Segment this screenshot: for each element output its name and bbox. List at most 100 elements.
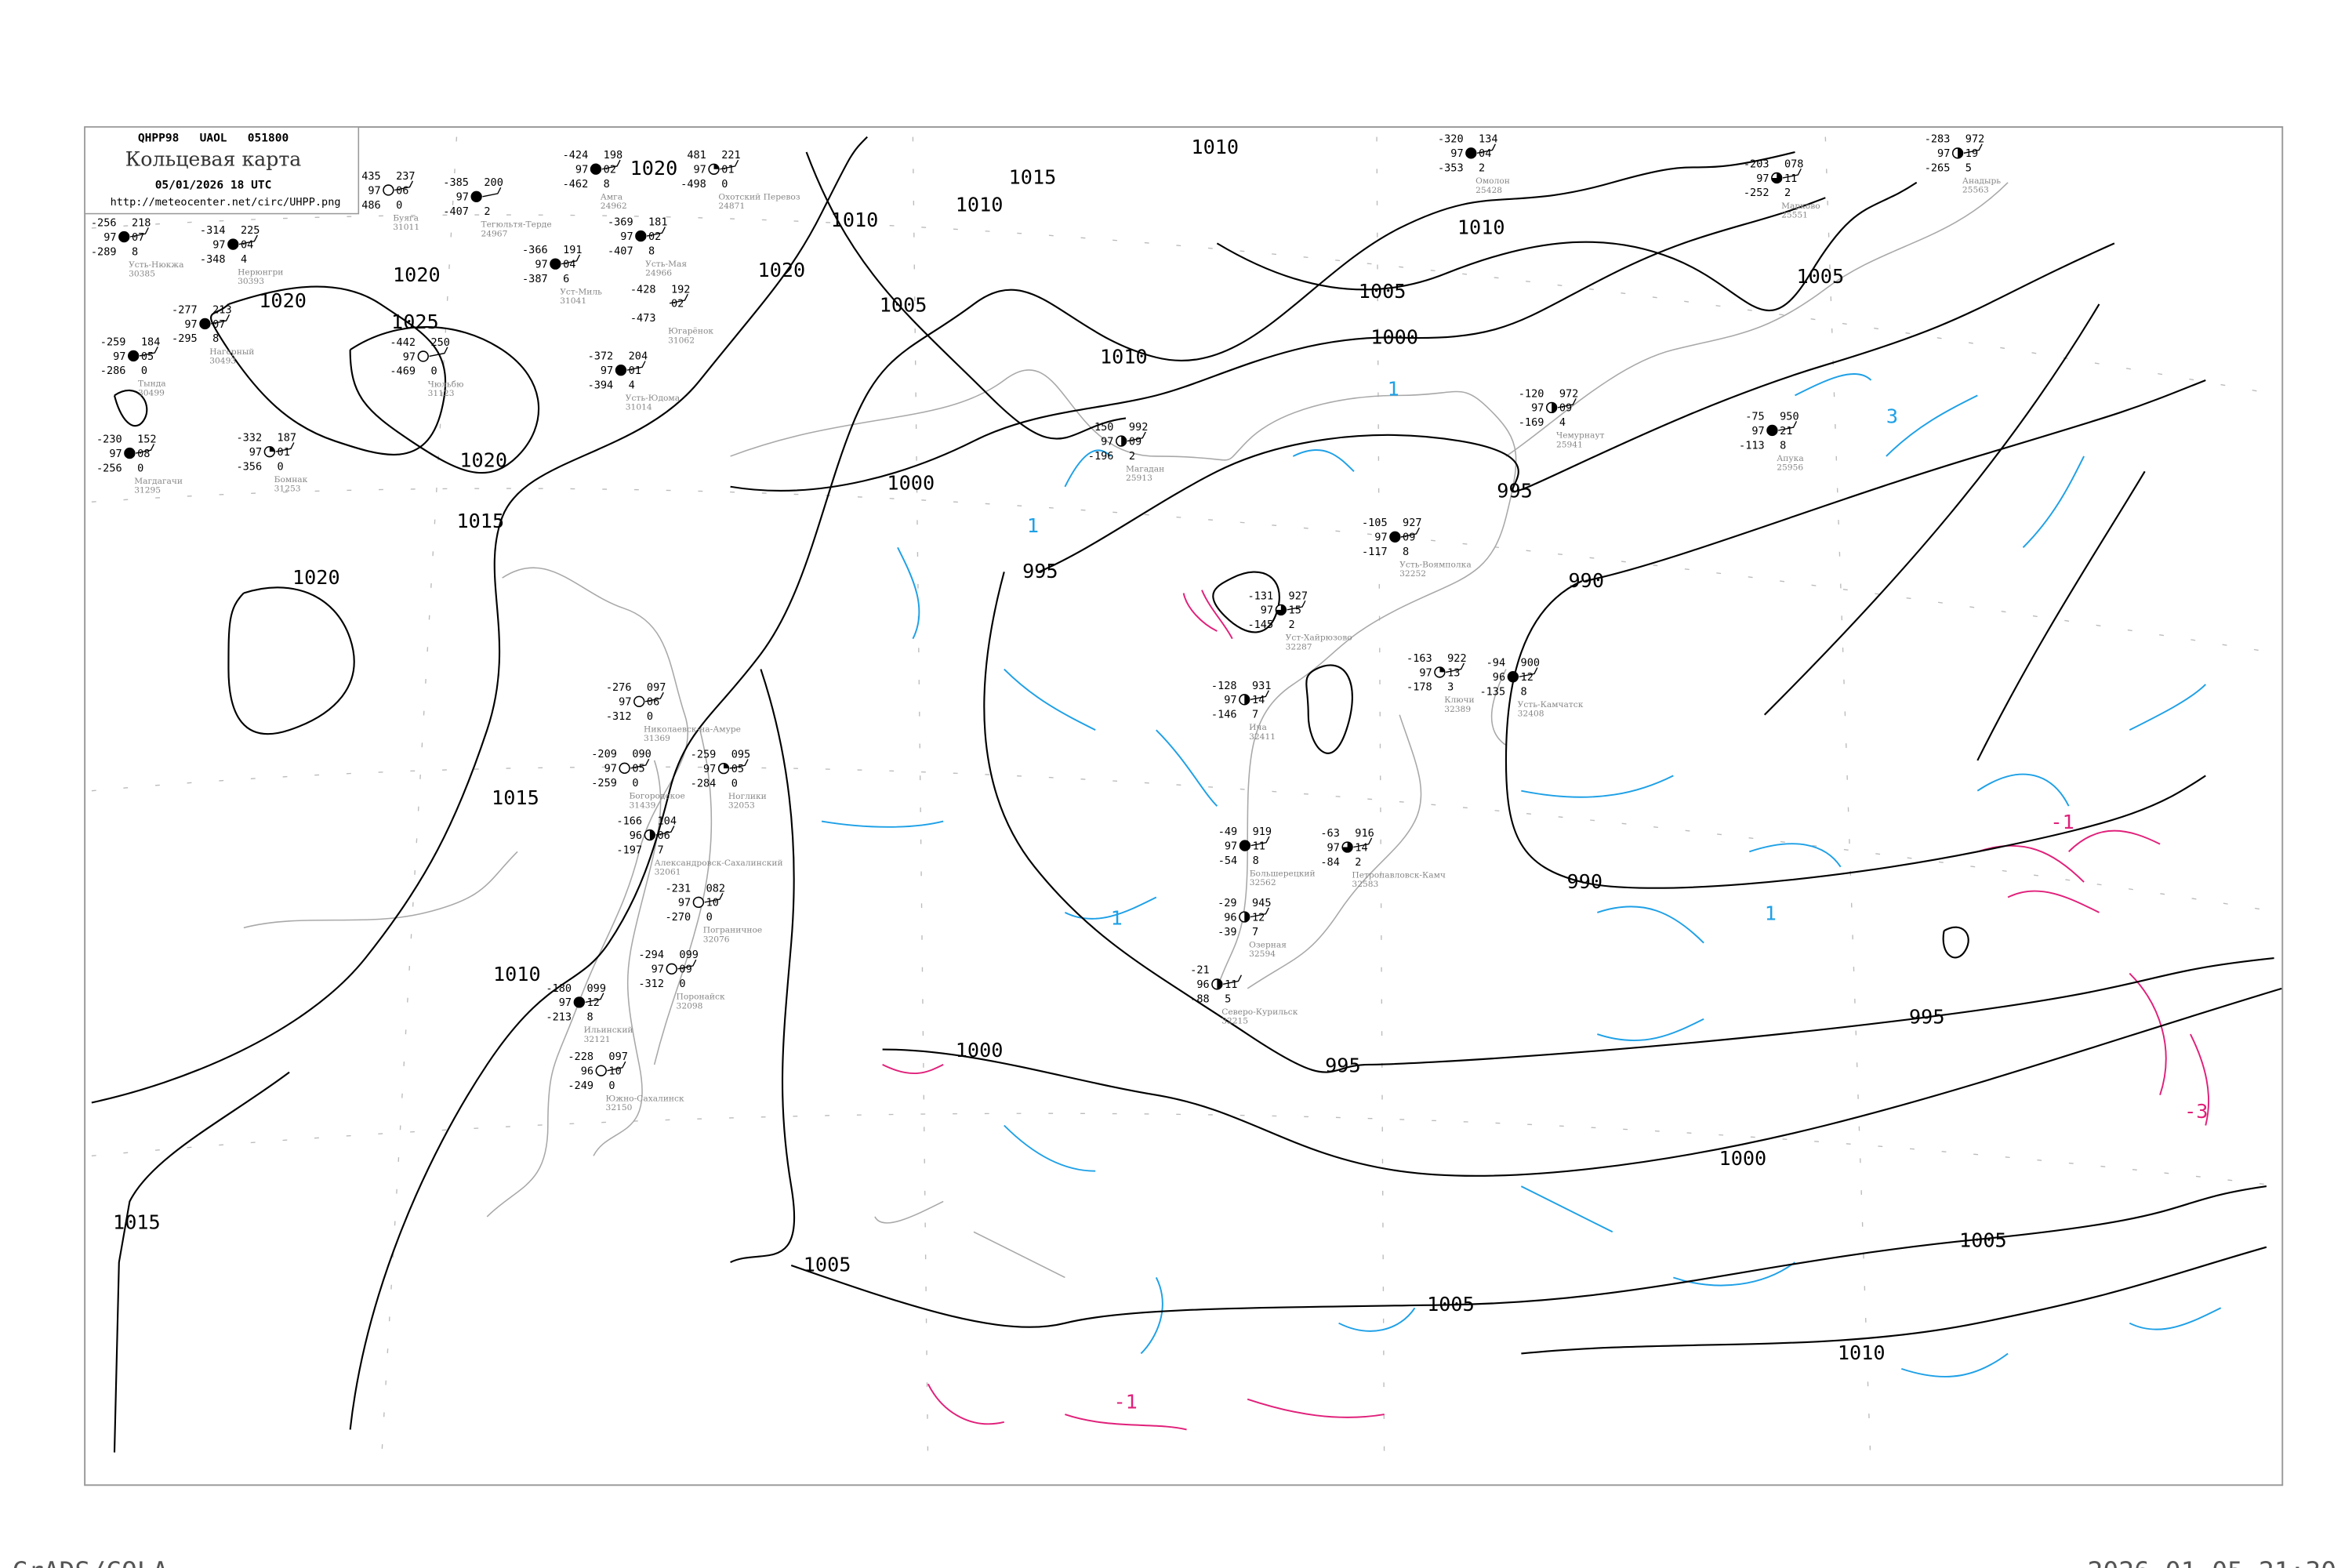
- isobar-label: 1015: [113, 1210, 161, 1233]
- station-value-mr: 12: [587, 996, 600, 1009]
- station-name: Охотский Перевоз: [718, 192, 800, 202]
- isotherm-label: -3: [2184, 1100, 2208, 1123]
- station-name: Тында: [138, 379, 166, 389]
- isobar-1005: [1216, 181, 1918, 311]
- isobar-1000: [730, 197, 1826, 492]
- station-value-tr: 945: [1252, 897, 1272, 909]
- station-value-tl: -314: [200, 224, 226, 237]
- station-value-mr: 05: [141, 350, 154, 363]
- station-value-bl: -39: [1218, 926, 1237, 938]
- station-value-bl: -394: [588, 379, 614, 391]
- station-value-ml: 97: [109, 448, 122, 460]
- isobar-label: 995: [1497, 479, 1533, 502]
- isobar-closed: [1942, 926, 1969, 959]
- bulletin-code: QHPP98 UAOL 051800: [138, 132, 289, 144]
- station-value-tl: -294: [638, 949, 664, 961]
- station-value-br: 5: [1225, 993, 1231, 1006]
- station-value-bl: -265: [1925, 162, 1951, 175]
- station-value-ml: 97: [601, 365, 613, 377]
- isobar-1020: [113, 390, 148, 427]
- graticule: [91, 136, 2282, 1475]
- station-value-br: 0: [706, 911, 713, 924]
- wind-barb-icon: [1446, 662, 1465, 673]
- station-value-tr: 237: [396, 170, 416, 183]
- station-id: 32411: [1249, 731, 1276, 742]
- station-value-br: 8: [604, 178, 610, 191]
- isobar-995: [983, 572, 2274, 1073]
- station-value-bl: -88: [1190, 993, 1210, 1006]
- isobar-label: 1010: [956, 194, 1004, 216]
- station-value-tl: -128: [1211, 680, 1237, 692]
- isotherms: 1 1 1 1 3 -1 -1 -3: [821, 372, 2222, 1431]
- station-value-tr: 134: [1479, 133, 1498, 146]
- footer-software: GrADS/COLA: [13, 1556, 169, 1568]
- station-value-bl: -312: [638, 978, 664, 990]
- cloud-cover-half: [1552, 402, 1557, 413]
- station-name: Николаевск-на-Амуре: [644, 724, 741, 735]
- station-plots: -25697-289218078Усть-Нюкжа30385-31497-34…: [91, 133, 2001, 1112]
- station-value-mr: 15: [1289, 604, 1301, 617]
- station-name: Чюльбю: [428, 379, 464, 389]
- station-value-ml: 97: [604, 763, 617, 775]
- wind-barb-icon: [394, 180, 414, 191]
- station-id: 25563: [1962, 185, 1989, 195]
- isobar-label: 1025: [391, 310, 439, 333]
- station-value-bl: -135: [1479, 686, 1505, 699]
- cloud-cover-icon: [666, 963, 677, 975]
- station-id: 32053: [728, 800, 755, 811]
- station-value-ml: 97: [1261, 604, 1273, 617]
- station-value-bl: -284: [691, 777, 717, 789]
- station-id: 25913: [1126, 473, 1152, 483]
- station-value-ml: 97: [678, 897, 691, 909]
- wind-barb-icon: [644, 691, 664, 702]
- cloud-cover-half: [1217, 978, 1222, 989]
- wind-barb-icon: [1127, 431, 1146, 442]
- station-id: 31123: [428, 388, 455, 398]
- station-value-bl: -270: [666, 911, 691, 924]
- cloud-cover-icon: [128, 350, 140, 362]
- isobar-990: [1584, 379, 2206, 583]
- isobar-label: 995: [1325, 1054, 1361, 1077]
- wind-barb-icon: [1519, 667, 1538, 677]
- station-value-bl: -196: [1088, 450, 1114, 463]
- station-value-tl: 481: [687, 149, 706, 162]
- station-value-tr: 922: [1447, 652, 1467, 665]
- wind-barb-icon: [1963, 143, 1983, 154]
- wind-barb-icon: [626, 361, 646, 371]
- cloud-cover-three-quarter: [1276, 604, 1287, 615]
- station-value-bl: -256: [96, 462, 122, 474]
- isobar-label: 1000: [887, 472, 935, 495]
- station-value-mr: 09: [1403, 532, 1415, 544]
- wind-barb-icon: [429, 347, 448, 358]
- isotherm-label: 1: [1388, 377, 1399, 400]
- station-value-bl: -84: [1320, 856, 1340, 869]
- station-value-bl: -348: [200, 253, 226, 266]
- station-value-br: 0: [141, 365, 147, 377]
- station-id: 31253: [274, 484, 301, 494]
- isobar-label: 995: [1909, 1006, 1945, 1029]
- station-value-bl: -146: [1211, 709, 1237, 721]
- wind-barb-icon: [720, 159, 739, 170]
- station-value-mr: 21: [1780, 425, 1792, 437]
- station-value-tl: -75: [1745, 410, 1765, 423]
- isobar-label: 1020: [259, 289, 307, 312]
- station-value-tl: -63: [1320, 827, 1340, 840]
- station-value-br: 4: [629, 379, 635, 391]
- station-value-mr: 05: [731, 763, 744, 775]
- station-value-bl: -286: [100, 365, 126, 377]
- station-value-tr: 200: [484, 176, 503, 189]
- station-value-ml: 97: [1224, 694, 1236, 706]
- station-value-ml: 97: [1419, 666, 1432, 679]
- station-name: Усть-Камчатск: [1518, 699, 1584, 710]
- station-value-tr: 152: [137, 434, 157, 446]
- station-value-bl: -407: [443, 205, 469, 218]
